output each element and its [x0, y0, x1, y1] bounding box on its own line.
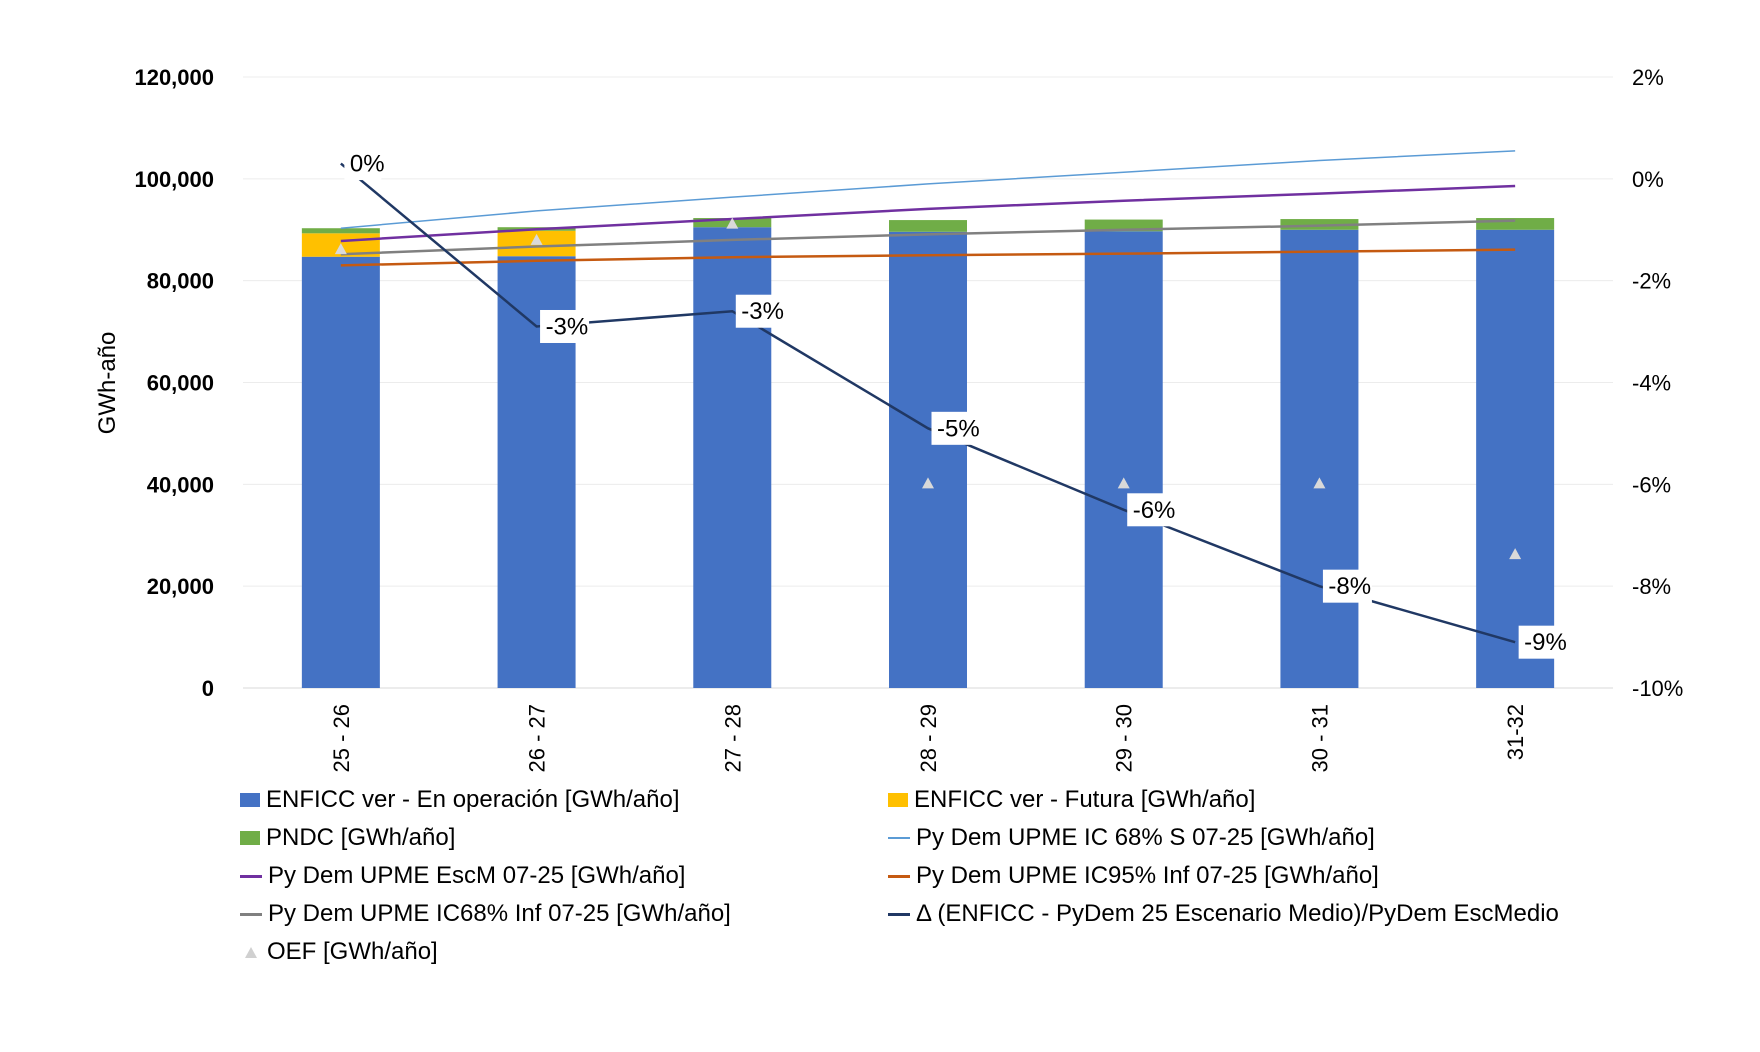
bar-pndc — [301, 228, 380, 234]
y-tick-label: 20,000 — [147, 574, 214, 599]
data-label: -3% — [546, 313, 589, 340]
legend-item-enficc-operacion: ENFICC ver - En operación [GWh/año] — [240, 786, 679, 814]
y-tick-label: 0 — [202, 676, 214, 701]
line-ic95-inf — [340, 248, 1516, 267]
legend-swatch — [240, 874, 262, 878]
y2-tick-label: -8% — [1632, 574, 1671, 599]
data-label-box — [1518, 625, 1568, 659]
y2-tick-label: -2% — [1632, 269, 1671, 294]
legend-item-ic68-inf: Py Dem UPME IC68% Inf 07-25 [GWh/año] — [240, 900, 731, 928]
legend-swatch — [240, 831, 260, 845]
data-label-box — [344, 147, 382, 181]
triangle-icon — [245, 946, 257, 958]
x-tick-label: 27 - 28 — [720, 704, 745, 773]
data-label: -6% — [1133, 497, 1176, 524]
data-label-box — [735, 294, 785, 328]
legend-item-oef: OEF [GWh/año] — [240, 938, 438, 966]
line-delta — [340, 162, 1516, 644]
oef-marker — [1509, 548, 1522, 560]
oef-marker — [922, 477, 934, 489]
bar-enficc-operacion — [1280, 229, 1359, 688]
x-tick-label: 28 - 29 — [916, 704, 941, 773]
bar-pndc — [889, 220, 967, 232]
bar-enficc-operacion — [1476, 229, 1555, 688]
line-ic68-inf — [340, 219, 1516, 256]
oef-marker — [334, 243, 347, 255]
oef-marker — [1117, 477, 1130, 489]
legend-item-escm: Py Dem UPME EscM 07-25 [GWh/año] — [240, 862, 685, 890]
data-label: -8% — [1328, 573, 1371, 600]
bar-enficc-operacion — [1084, 231, 1163, 688]
oef-marker — [530, 233, 543, 245]
x-tick-label: 25 - 26 — [329, 704, 354, 773]
legend-item-ic68-s: Py Dem UPME IC 68% S 07-25 [GWh/año] — [888, 824, 1375, 852]
y2-tick-label: -10% — [1632, 676, 1683, 701]
oef-marker — [1313, 477, 1326, 489]
oef-marker — [726, 217, 739, 229]
y2-tick-label: 0% — [1632, 167, 1664, 192]
data-label: -5% — [937, 415, 980, 442]
line-ic68-s — [340, 150, 1516, 229]
data-label: -3% — [741, 298, 784, 325]
x-tick-label: 29 - 30 — [1112, 704, 1137, 773]
bar-pndc — [1280, 219, 1359, 230]
x-tick-label: 30 - 31 — [1307, 704, 1332, 773]
y-tick-label: 100,000 — [134, 167, 214, 192]
y-axis-title: GWh-año — [94, 332, 121, 435]
data-label-box — [1127, 493, 1177, 527]
data-label-box — [1322, 569, 1372, 603]
y2-tick-label: 2% — [1632, 65, 1664, 90]
data-label: 0% — [350, 151, 385, 178]
legend-swatch — [888, 837, 910, 839]
data-label-box — [931, 411, 981, 445]
y2-tick-label: -4% — [1632, 371, 1671, 396]
line-escm — [340, 184, 1516, 243]
bar-pndc — [1084, 219, 1163, 232]
legend-item-enficc-futura: ENFICC ver - Futura [GWh/año] — [888, 786, 1255, 814]
legend-swatch — [240, 793, 260, 807]
bar-enficc-operacion — [889, 231, 967, 688]
y2-tick-label: -6% — [1632, 472, 1671, 497]
bar-pndc — [1476, 218, 1555, 230]
legend-item-pndc: PNDC [GWh/año] — [240, 824, 455, 852]
bar-enficc-operacion — [301, 256, 380, 688]
y-tick-label: 40,000 — [147, 472, 214, 497]
legend-swatch — [888, 912, 910, 916]
legend-swatch — [888, 793, 908, 807]
legend-item-ic95-inf: Py Dem UPME IC95% Inf 07-25 [GWh/año] — [888, 862, 1379, 890]
y-tick-label: 80,000 — [147, 269, 214, 294]
legend-swatch — [240, 912, 262, 916]
data-label-box — [540, 309, 590, 343]
y-tick-label: 60,000 — [147, 371, 214, 396]
x-tick-label: 26 - 27 — [525, 704, 550, 773]
legend-item-delta: Δ (ENFICC - PyDem 25 Escenario Medio)/Py… — [888, 900, 1559, 928]
data-label: -9% — [1524, 629, 1567, 656]
x-tick-label: 31-32 — [1503, 704, 1528, 760]
legend-swatch — [888, 874, 910, 878]
y-tick-label: 120,000 — [134, 65, 214, 90]
